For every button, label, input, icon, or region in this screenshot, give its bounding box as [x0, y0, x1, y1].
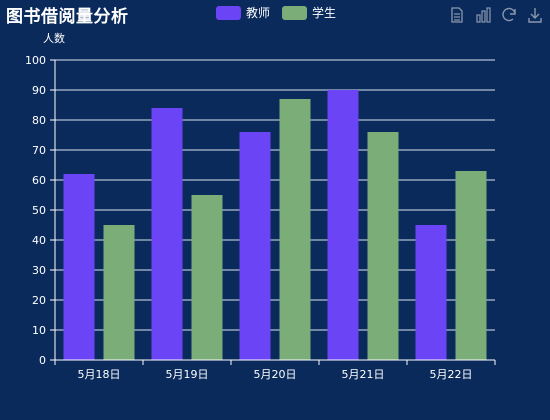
legend-label-teacher: 教师	[246, 6, 271, 20]
bar-chart-icon[interactable]	[474, 6, 492, 24]
legend: 教师 学生	[216, 4, 348, 21]
bar-teacher[interactable]	[239, 132, 271, 360]
y-tick-label: 0	[39, 354, 46, 367]
legend-swatch-teacher	[216, 5, 241, 20]
restore-icon[interactable]	[500, 6, 518, 24]
bar-student[interactable]	[367, 132, 399, 360]
y-tick-label: 10	[32, 324, 46, 337]
bar-student[interactable]	[455, 171, 487, 360]
download-icon[interactable]	[526, 6, 544, 24]
y-tick-label: 30	[32, 264, 46, 277]
x-tick-label: 5月19日	[166, 368, 209, 381]
data-view-icon[interactable]	[448, 6, 466, 24]
x-tick-label: 5月21日	[342, 368, 385, 381]
legend-item-teacher[interactable]: 教师	[216, 4, 270, 21]
y-tick-label: 40	[32, 234, 46, 247]
bar-teacher[interactable]	[151, 108, 183, 360]
y-tick-label: 50	[32, 204, 46, 217]
y-tick-label: 90	[32, 84, 46, 97]
toolbox	[448, 6, 544, 24]
x-tick-label: 5月22日	[430, 368, 473, 381]
legend-item-student[interactable]: 学生	[282, 4, 336, 21]
bar-student[interactable]	[191, 195, 223, 360]
bar-teacher[interactable]	[63, 174, 95, 360]
bar-teacher[interactable]	[327, 90, 359, 360]
x-tick-label: 5月18日	[78, 368, 121, 381]
y-tick-label: 60	[32, 174, 46, 187]
bar-student[interactable]	[279, 99, 311, 360]
legend-label-student: 学生	[312, 6, 337, 20]
y-axis-label: 人数	[43, 32, 65, 45]
bar-teacher[interactable]	[415, 225, 447, 360]
y-tick-label: 100	[25, 54, 46, 67]
x-tick-label: 5月20日	[254, 368, 297, 381]
chart-title: 图书借阅量分析	[6, 7, 129, 27]
bar-student[interactable]	[103, 225, 135, 360]
y-tick-label: 20	[32, 294, 46, 307]
legend-swatch-student	[282, 5, 308, 20]
y-tick-label: 70	[32, 144, 46, 157]
y-tick-label: 80	[32, 114, 46, 127]
